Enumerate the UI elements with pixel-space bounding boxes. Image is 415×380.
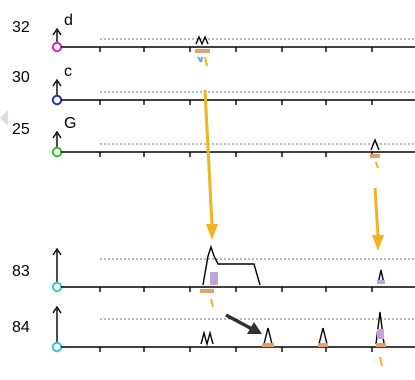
track-25: 25 G — [12, 115, 415, 158]
track-32: 32 d — [12, 12, 415, 67]
channel-dot-icon — [51, 281, 63, 293]
event-marker-icon — [200, 330, 214, 347]
track-number-84: 84 — [12, 319, 30, 336]
yellow-arrow-icon — [372, 187, 384, 251]
event-marker-icon — [200, 244, 261, 308]
channel-dot-icon — [51, 341, 63, 353]
track-number-32: 32 — [12, 19, 30, 36]
track-84: 84 — [12, 305, 415, 367]
track-number-30: 30 — [12, 69, 30, 86]
event-marker-icon — [377, 269, 385, 285]
channel-dot-icon — [51, 94, 63, 106]
event-marker-icon — [195, 35, 210, 67]
track-letter-30: c — [64, 63, 72, 80]
left-edge-arrow-icon — [0, 110, 8, 126]
track-number-25: 25 — [12, 121, 30, 138]
track-30: 30 c — [12, 63, 415, 106]
channel-dot-icon — [51, 146, 63, 158]
track-letter-25: G — [64, 115, 76, 132]
event-marker-icon — [370, 138, 380, 158]
channel-dot-icon — [51, 41, 63, 53]
track-letter-32: d — [64, 12, 73, 29]
track-number-83: 83 — [12, 263, 30, 280]
dark-pointer-arrow-icon — [225, 313, 262, 334]
axis-up-arrow-icon — [52, 247, 62, 285]
axis-up-arrow-icon — [52, 305, 62, 345]
track-83: 83 — [12, 244, 415, 308]
event-marker-icon — [262, 327, 274, 347]
event-marker-icon — [375, 311, 386, 367]
yellow-arrow-icon — [203, 89, 218, 240]
yellow-arrow-icon — [375, 161, 379, 169]
event-marker-icon — [318, 327, 328, 347]
